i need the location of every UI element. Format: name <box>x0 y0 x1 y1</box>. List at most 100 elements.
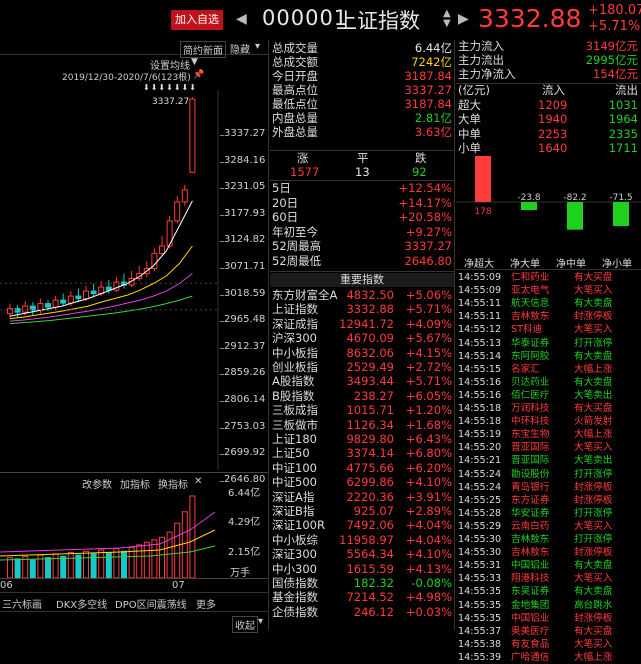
index-row[interactable]: 上证指数 3332.88 +5.71% <box>272 303 452 317</box>
tick-mark <box>220 241 224 243</box>
index-row[interactable]: 三板做市 1126.34 +1.68% <box>272 418 452 433</box>
index-row[interactable]: 深证B指 925.07 +2.89% <box>272 504 452 519</box>
volume-canvas[interactable] <box>0 490 222 580</box>
trade-row[interactable]: 14:55:11 吉林敖东 封涨停板 <box>456 310 641 323</box>
trade-row[interactable]: 14:55:29 云南白药 大笔买入 <box>456 520 641 533</box>
index-row[interactable]: 深证300 5564.34 +4.10% <box>272 547 452 562</box>
volume-bar <box>60 555 67 579</box>
trade-row[interactable]: 14:55:13 华泰证券 打开涨停 <box>456 337 641 350</box>
index-pct: +5.71% <box>405 374 452 389</box>
trade-row[interactable]: 14:55:35 中国铝业 封涨停板 <box>456 612 641 625</box>
chevron-down-icon[interactable]: ▾ <box>258 616 264 627</box>
add-watchlist-button[interactable]: 加入自选 <box>171 10 223 30</box>
trade-time: 14:55:19 <box>458 429 502 441</box>
trade-row[interactable]: 14:55:30 吉林敖东 封涨停板 <box>456 546 641 559</box>
trade-row[interactable]: 14:55:35 金地集团 高台跳水 <box>456 599 641 612</box>
index-name: 企债指数 <box>272 604 318 619</box>
trade-row[interactable]: 14:55:11 航天信息 有大卖盘 <box>456 297 641 310</box>
trade-row[interactable]: 14:55:39 广哈通信 大幅上涨 <box>456 651 641 664</box>
index-row[interactable]: 上证50 3374.14 +6.80% <box>272 447 452 461</box>
candle-body <box>45 303 51 308</box>
trade-row[interactable]: 14:55:33 翔港科技 大笔买入 <box>456 572 641 585</box>
dropdown-icon[interactable]: ▼ <box>191 57 198 67</box>
trade-row[interactable]: 14:55:16 贝达药业 有大卖盘 <box>456 376 641 389</box>
chevron-down-icon[interactable]: ▾ <box>255 41 261 52</box>
index-row[interactable]: 企债指数 246.12 +0.03% <box>272 604 452 620</box>
index-row[interactable]: 上证180 9829.80 +6.43% <box>272 432 452 447</box>
switch-indicator-button[interactable]: 换指标 <box>158 480 188 491</box>
close-icon[interactable]: ✕ <box>194 476 203 487</box>
trade-row[interactable]: 14:55:30 吉林敖东 打开涨停 <box>456 533 641 546</box>
tab-dkx[interactable]: DKX多空线 <box>56 600 108 611</box>
tab-drawing[interactable]: 三六标画 <box>2 600 42 611</box>
tick-mark <box>220 161 224 163</box>
trade-row[interactable]: 14:55:19 东宝生物 大幅上涨 <box>456 428 641 441</box>
index-row[interactable]: 东方财富全A 4832.50 +5.06% <box>272 288 452 303</box>
trade-row[interactable]: 14:55:16 佰仁医疗 大笔卖出 <box>456 389 641 402</box>
trade-row[interactable]: 14:55:37 奥美医疗 有大买盘 <box>456 625 641 638</box>
trade-event: 大幅上涨 <box>574 363 613 375</box>
index-name: 中小板综 <box>272 532 318 547</box>
index-row[interactable]: 深证A指 2220.36 +3.91% <box>272 490 452 505</box>
trade-time: 14:55:37 <box>458 625 502 637</box>
trade-event: 大笔买入 <box>574 520 613 532</box>
trade-row[interactable]: 14:55:18 中环科技 火箭发射 <box>456 415 641 428</box>
trade-event: 大笔卖出 <box>574 455 613 467</box>
add-indicator-button[interactable]: 加指标 <box>120 480 150 491</box>
tab-dpo[interactable]: DPO区间震荡线 <box>115 600 187 611</box>
index-row[interactable]: 基金指数 7214.52 +4.98% <box>272 591 452 605</box>
hide-button[interactable]: 隐藏 <box>230 45 250 56</box>
stat-row: 最高点位 3337.27 <box>272 83 452 98</box>
next-stock-icon[interactable]: ▶ <box>458 11 469 27</box>
index-row[interactable]: 中证500 6299.86 +4.10% <box>272 475 452 490</box>
trade-row[interactable]: 14:55:14 东阿阿胶 有大卖盘 <box>456 350 641 363</box>
trade-row[interactable]: 14:55:18 万润科技 有大买盘 <box>456 402 641 415</box>
trade-row[interactable]: 14:55:38 有友食品 大笔买入 <box>456 638 641 651</box>
index-row[interactable]: 三板成指 1015.71 +1.20% <box>272 403 452 418</box>
trade-stock: 吉林敖东 <box>511 547 550 559</box>
index-row[interactable]: 创业板指 2529.49 +2.72% <box>272 360 452 375</box>
updown-switch-icon[interactable]: ▲ ▼ <box>443 8 451 29</box>
index-row[interactable]: 沪深300 4670.09 +5.67% <box>272 331 452 346</box>
trade-row[interactable]: 14:55:28 华安证券 打开涨停 <box>456 507 641 520</box>
index-row[interactable]: B股指数 238.27 +6.05% <box>272 389 452 404</box>
prev-stock-icon[interactable]: ◀ <box>236 11 247 27</box>
index-row[interactable]: 中证100 4775.66 +6.20% <box>272 461 452 476</box>
flow-table-row: 大单 1940 1964 <box>458 112 638 127</box>
trade-row[interactable]: 14:55:20 晋亚国际 大笔买入 <box>456 441 641 454</box>
tab-more[interactable]: 更多 <box>196 600 216 611</box>
pin-icon[interactable]: 📌 <box>193 70 205 80</box>
trade-event: 有大卖盘 <box>574 376 613 388</box>
trade-stock: 吉林敖东 <box>511 311 550 323</box>
trade-row[interactable]: 14:55:24 勘设股份 打开涨停 <box>456 468 641 481</box>
trade-row[interactable]: 14:55:35 东吴证券 有大卖盘 <box>456 585 641 598</box>
index-row[interactable]: A股指数 3493.44 +5.71% <box>272 375 452 389</box>
stat-value: 3187.84 <box>404 97 452 111</box>
perf-row: 60日 +20.58% <box>272 210 452 225</box>
trade-row[interactable]: 14:55:24 青岛银行 封涨停板 <box>456 481 641 494</box>
tab-simple-view[interactable]: 简约新面 <box>180 41 226 58</box>
index-row[interactable]: 国债指数 182.32 -0.08% <box>272 576 452 591</box>
index-row[interactable]: 中小300 1615.59 +4.13% <box>272 562 452 577</box>
index-price: 7492.06 <box>346 518 394 533</box>
index-row[interactable]: 深证成指 12941.72 +4.09% <box>272 317 452 332</box>
ma-settings-button[interactable]: 设置均线 <box>150 61 190 72</box>
trade-row[interactable]: 14:55:12 ST科迪 大笔买入 <box>456 323 641 336</box>
trade-row[interactable]: 14:55:25 东方证券 封涨停板 <box>456 494 641 507</box>
index-row[interactable]: 深证100R 7492.06 +4.04% <box>272 519 452 533</box>
trade-row[interactable]: 14:55:21 晋亚国际 大笔卖出 <box>456 454 641 467</box>
trade-row[interactable]: 14:55:09 仁和药业 有大买盘 <box>456 271 641 284</box>
index-row[interactable]: 中小板指 8632.06 +4.15% <box>272 346 452 361</box>
trade-row[interactable]: 14:55:09 亚太电气 大笔买入 <box>456 284 641 297</box>
index-pct: +5.06% <box>405 288 452 302</box>
index-row[interactable]: 中小板综 11958.97 +4.04% <box>272 532 452 548</box>
vol-label-max: 6.44亿 <box>228 488 261 499</box>
kline-canvas[interactable] <box>0 90 268 470</box>
trade-row[interactable]: 14:55:15 名家汇 大幅上涨 <box>456 363 641 376</box>
edit-params-button[interactable]: 改参数 <box>82 480 112 491</box>
flow-out-value: 2335 <box>608 126 638 141</box>
moving-average-line <box>9 273 193 322</box>
trade-row[interactable]: 14:55:31 中国铝业 有大卖盘 <box>456 559 641 572</box>
collapse-button[interactable]: 收起 <box>232 616 258 633</box>
trade-stock: 万润科技 <box>511 403 550 414</box>
